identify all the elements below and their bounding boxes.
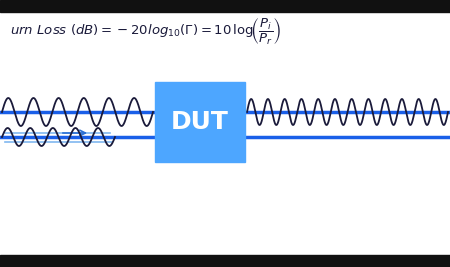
Text: DUT: DUT xyxy=(171,110,229,134)
Bar xyxy=(0,255,450,267)
Text: $\mathit{urn\ Loss}\ \mathit{(dB)} = -20\mathit{log}_{10}(\Gamma) = 10\,\mathrm{: $\mathit{urn\ Loss}\ \mathit{(dB)} = -20… xyxy=(10,17,281,47)
Bar xyxy=(155,82,245,162)
Bar xyxy=(0,0,450,12)
